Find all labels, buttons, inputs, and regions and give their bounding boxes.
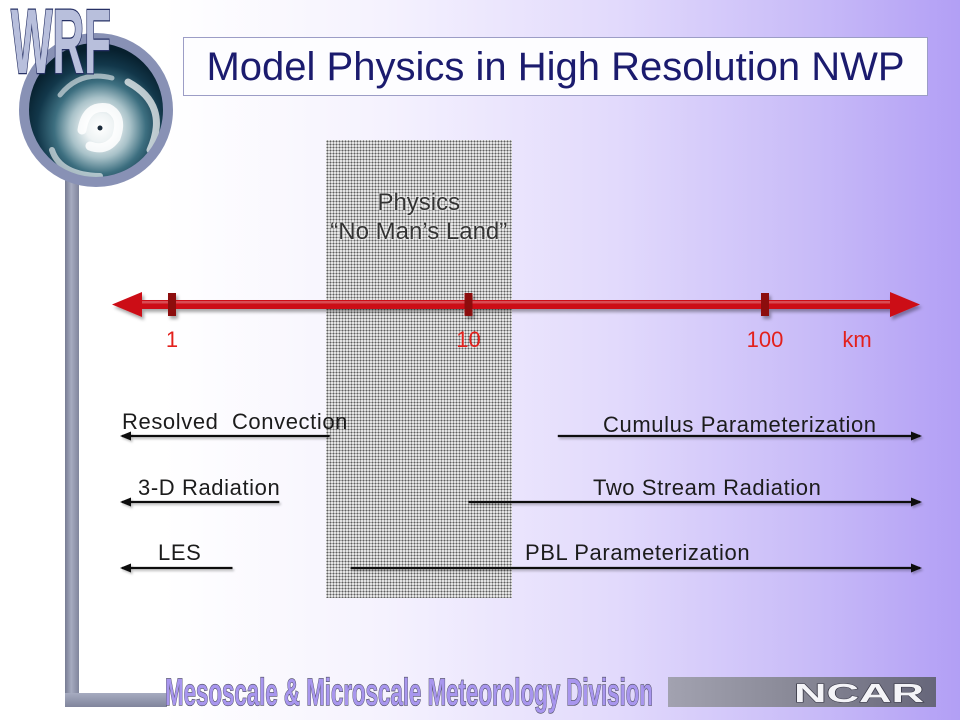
axis-tick (168, 293, 176, 316)
logo-ring (19, 33, 173, 187)
axis-tick (761, 293, 769, 316)
label-pbl-parameterization: PBL Parameterization (525, 540, 751, 565)
axis-unit-label: km (842, 327, 872, 352)
tick-label-10km: 10 (456, 327, 481, 352)
no-mans-land-region (325, 140, 512, 598)
ncar-logo: NCAR (668, 677, 936, 707)
left-frame-bar (65, 172, 79, 707)
tick-label-1km: 1 (165, 327, 179, 352)
axis-tick (464, 293, 473, 316)
wrf-logo-text: WRF (11, 0, 111, 93)
label-two-stream-radiation: Two Stream Radiation (593, 475, 822, 500)
label-resolved-convection: Resolved Convection (122, 409, 349, 434)
axis-right-arrowhead (890, 292, 920, 317)
division-logo-text: Mesoscale & Microscale Meteorology Divis… (165, 672, 653, 714)
page-title: Model Physics in High Resolution NWP (206, 44, 905, 89)
ncar-band (668, 677, 936, 707)
hurricane-cloud-bands (49, 73, 160, 178)
no-mans-land-line-1: Physics (377, 189, 461, 216)
resolution-axis (112, 292, 920, 317)
axis-line (138, 300, 894, 309)
tick-label-100km: 100 (746, 327, 784, 352)
process-arrows (120, 431, 922, 573)
no-mans-land-label: Physics “No Man’s Land” (309, 188, 529, 246)
wrf-logo: WRF (10, 0, 173, 187)
label-les: LES (158, 540, 202, 565)
division-logo: Mesoscale & Microscale Meteorology Divis… (164, 671, 653, 714)
bottom-frame-bar (65, 693, 167, 707)
hurricane-eye (97, 125, 103, 131)
ncar-logo-text: NCAR (794, 678, 924, 707)
axis-line-highlight (138, 301, 894, 304)
no-mans-land-line-2: “No Man’s Land” (330, 218, 508, 245)
label-3d-radiation: 3-D Radiation (138, 475, 281, 500)
title-box: Model Physics in High Resolution NWP (183, 37, 928, 96)
axis-left-arrowhead (112, 292, 142, 317)
label-cumulus-parameterization: Cumulus Parameterization (603, 412, 877, 437)
